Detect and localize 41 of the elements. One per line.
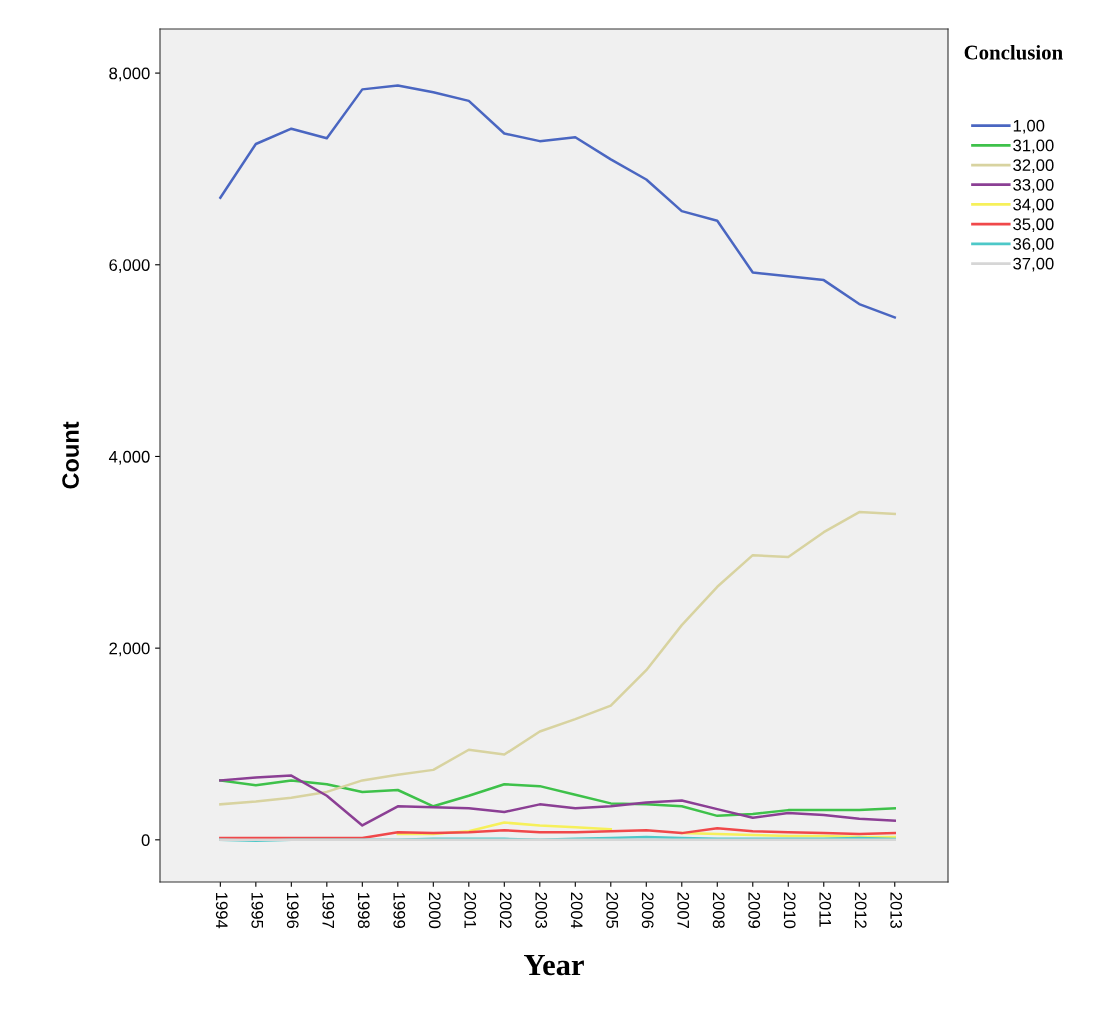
x-tick-label: 2011 [819,892,832,927]
x-tick-label: 2002 [499,892,512,928]
legend-label: 32,00 [1013,159,1054,173]
x-tick-label: 1995 [251,892,264,929]
line-series [219,827,897,840]
x-tick-label: 2013 [890,892,903,929]
legend-label: 33,00 [1013,178,1054,193]
x-tick-label: 1997 [322,892,335,928]
x-tick-label: 2005 [606,892,619,929]
x-tick-label: 2003 [535,892,548,929]
y-tick-label: 0 [141,834,150,847]
x-tick-label: 2008 [712,892,725,929]
line-series [219,84,897,319]
legend-title: Conclusion [964,44,1063,60]
legend-label: 1,00 [1013,119,1045,134]
line-series [219,774,897,827]
legend-label: 31,00 [1013,139,1054,154]
y-tick-label: 8,000 [109,67,150,82]
x-tick-label: 1996 [286,892,299,929]
x-tick-label: 2012 [854,892,867,928]
legend-label: 34,00 [1013,198,1054,213]
x-tick-label: 1998 [357,892,370,929]
x-tick-label: 2010 [783,892,796,929]
y-axis-title: Count [62,421,79,489]
x-tick-label: 2006 [641,892,654,929]
x-tick-label: 2001 [464,892,477,928]
line-series [219,510,897,806]
y-tick-label: 6,000 [109,259,150,273]
line-series [219,779,897,818]
x-tick-label: 1994 [215,892,228,929]
x-axis-title: Year [524,954,584,976]
x-tick-label: 2007 [677,892,690,928]
y-tick-label: 2,000 [109,642,150,657]
x-tick-label: 2009 [748,892,761,929]
legend-label: 37,00 [1013,257,1054,272]
legend-label: 36,00 [1013,238,1054,252]
x-tick-label: 2004 [570,892,583,929]
legend-label: 35,00 [1013,218,1054,233]
x-tick-label: 2000 [428,892,441,929]
x-tick-label: 1999 [393,892,406,929]
y-tick-label: 4,000 [108,450,150,465]
